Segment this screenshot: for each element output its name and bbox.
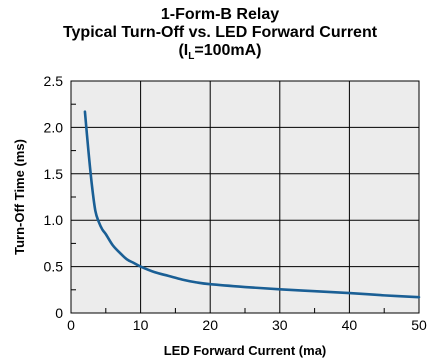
chart-subtitle: Typical Turn-Off vs. LED Forward Current [62,24,378,41]
y-tick-label: 1.0 [44,212,64,228]
x-tick-label: 30 [272,317,288,333]
x-tick-label: 0 [67,317,75,333]
x-tick-label: 10 [133,317,149,333]
condition-subscript: L [188,51,195,63]
x-tick-label: 20 [202,317,218,333]
x-tick-label: 50 [411,317,427,333]
condition-prefix: (I [178,42,189,59]
chart-title: 1-Form-B Relay [160,6,280,23]
y-axis-title: Turn-Off Time (ms) [12,139,27,255]
plot-area [71,81,419,313]
plot-frame [70,80,420,314]
y-tick-label: 1.5 [44,166,64,182]
y-tick-label: 0.5 [44,259,64,275]
y-tick-labels: 0 0.5 1.0 1.5 2.0 2.5 [44,73,64,321]
x-axis-title: LED Forward Current (ma) [164,343,327,358]
x-tick-labels: 0 10 20 30 40 50 [67,317,427,333]
y-tick-label: 2.0 [44,119,64,135]
minor-ticks [71,103,385,313]
gridlines [71,81,419,313]
condition-suffix: =100mA) [194,42,262,59]
series-line [83,110,421,299]
series-group [83,110,421,299]
chart-title-block: 1-Form-B Relay Typical Turn-Off vs. LED … [0,0,440,66]
y-tick-label: 2.5 [44,73,64,89]
x-tick-label: 40 [342,317,358,333]
chart-condition: (IL=100mA) [0,42,440,66]
y-tick-label: 0 [55,305,63,321]
